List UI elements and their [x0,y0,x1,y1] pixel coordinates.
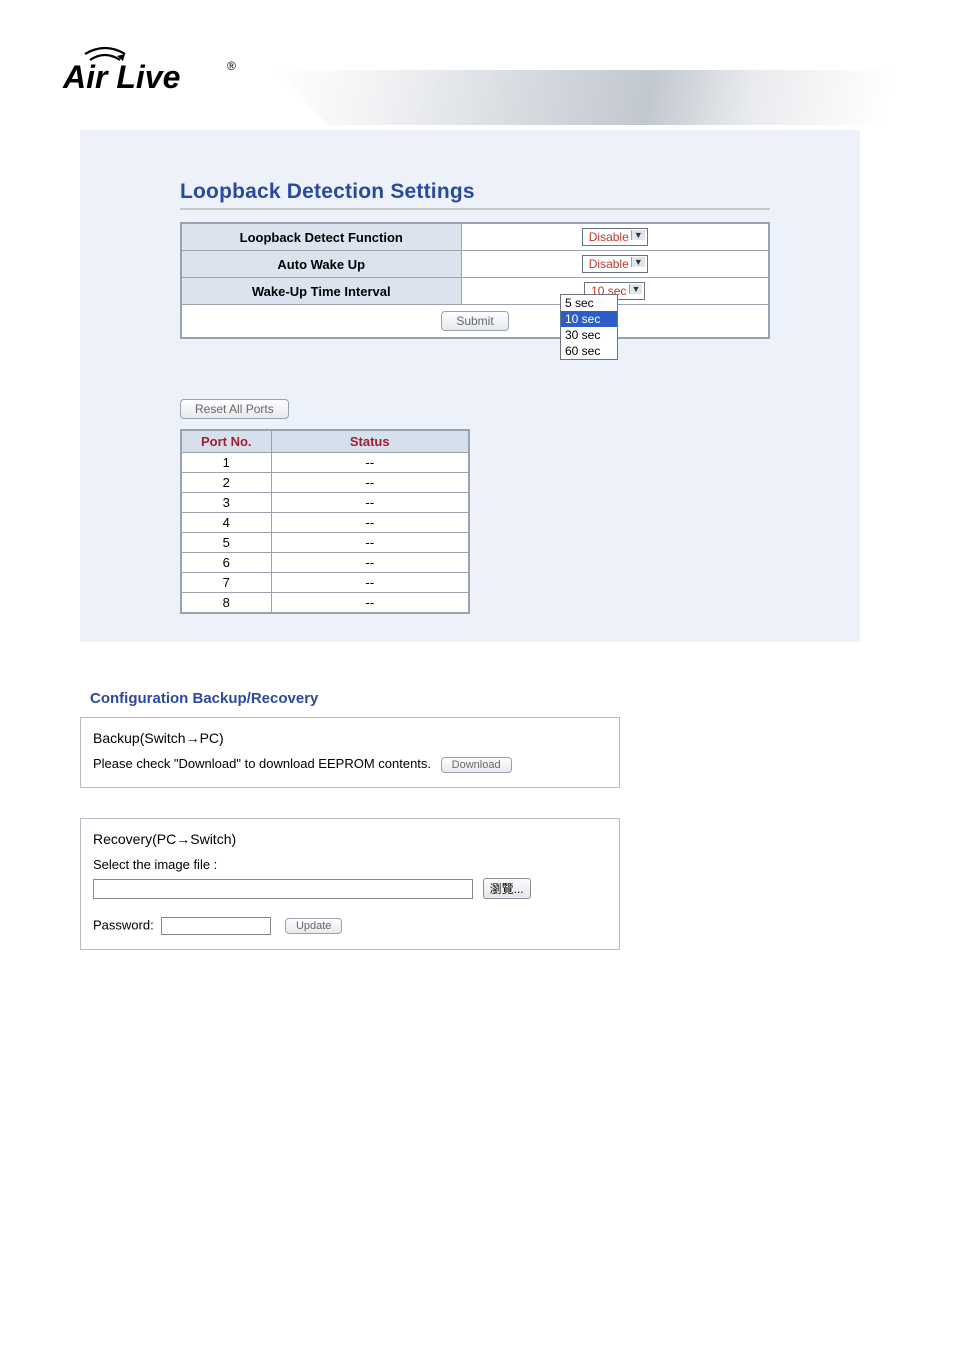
port-no: 1 [181,453,271,473]
page-header: Air Live ® [0,0,954,130]
content-band-1: Loopback Detection Settings Loopback Det… [80,130,860,642]
wakeup-interval-dropdown[interactable]: 5 sec 10 sec 30 sec 60 sec [560,294,618,360]
svg-text:®: ® [227,59,236,73]
ports-col-portno: Port No. [181,430,271,453]
port-no: 8 [181,593,271,614]
dropdown-option-selected[interactable]: 10 sec [561,311,617,327]
port-status: -- [271,553,469,573]
port-no: 5 [181,533,271,553]
dropdown-option[interactable]: 5 sec [561,295,617,311]
image-file-input[interactable] [93,879,473,899]
backup-heading: Backup(Switch→PC) [93,730,607,746]
svg-text:Air Live: Air Live [62,59,180,95]
update-button[interactable]: Update [285,918,342,934]
content-band-2: Configuration Backup/Recovery Backup(Swi… [0,642,954,990]
ports-col-status: Status [271,430,469,453]
port-no: 7 [181,573,271,593]
download-button[interactable]: Download [441,757,512,773]
backup-text: Please check "Download" to download EEPR… [93,756,431,771]
submit-button[interactable]: Submit [441,311,508,331]
port-no: 2 [181,473,271,493]
brand-logo: Air Live ® [55,40,240,100]
browse-button[interactable]: 瀏覽... [483,878,531,899]
ports-status-table: Port No. Status 1-- 2-- 3-- 4-- 5-- 6-- … [180,429,470,614]
password-label: Password: [93,917,154,932]
port-status: -- [271,593,469,614]
row-value-cell: Disable [461,223,769,251]
row-label: Auto Wake Up [181,251,461,278]
port-no: 3 [181,493,271,513]
port-status: -- [271,453,469,473]
select-file-label: Select the image file : [93,857,607,872]
port-no: 6 [181,553,271,573]
port-status: -- [271,573,469,593]
row-label: Loopback Detect Function [181,223,461,251]
port-no: 4 [181,513,271,533]
auto-wakeup-select[interactable]: Disable [582,255,648,273]
recovery-heading: Recovery(PC→Switch) [93,831,607,847]
port-status: -- [271,533,469,553]
row-value-cell: Disable [461,251,769,278]
password-input[interactable] [161,917,271,935]
section-title-backup: Configuration Backup/Recovery [90,690,620,707]
header-swoosh [274,70,954,125]
port-status: -- [271,513,469,533]
dropdown-option[interactable]: 60 sec [561,343,617,359]
backup-panel: Backup(Switch→PC) Please check "Download… [80,717,620,788]
port-status: -- [271,493,469,513]
loopback-detect-select[interactable]: Disable [582,228,648,246]
reset-all-ports-button[interactable]: Reset All Ports [180,399,289,419]
loopback-settings-table: Loopback Detect Function Disable Auto Wa… [180,222,770,339]
section-title-loopback: Loopback Detection Settings [180,180,770,210]
dropdown-option[interactable]: 30 sec [561,327,617,343]
row-label: Wake-Up Time Interval [181,278,461,305]
port-status: -- [271,473,469,493]
recovery-panel: Recovery(PC→Switch) Select the image fil… [80,818,620,950]
